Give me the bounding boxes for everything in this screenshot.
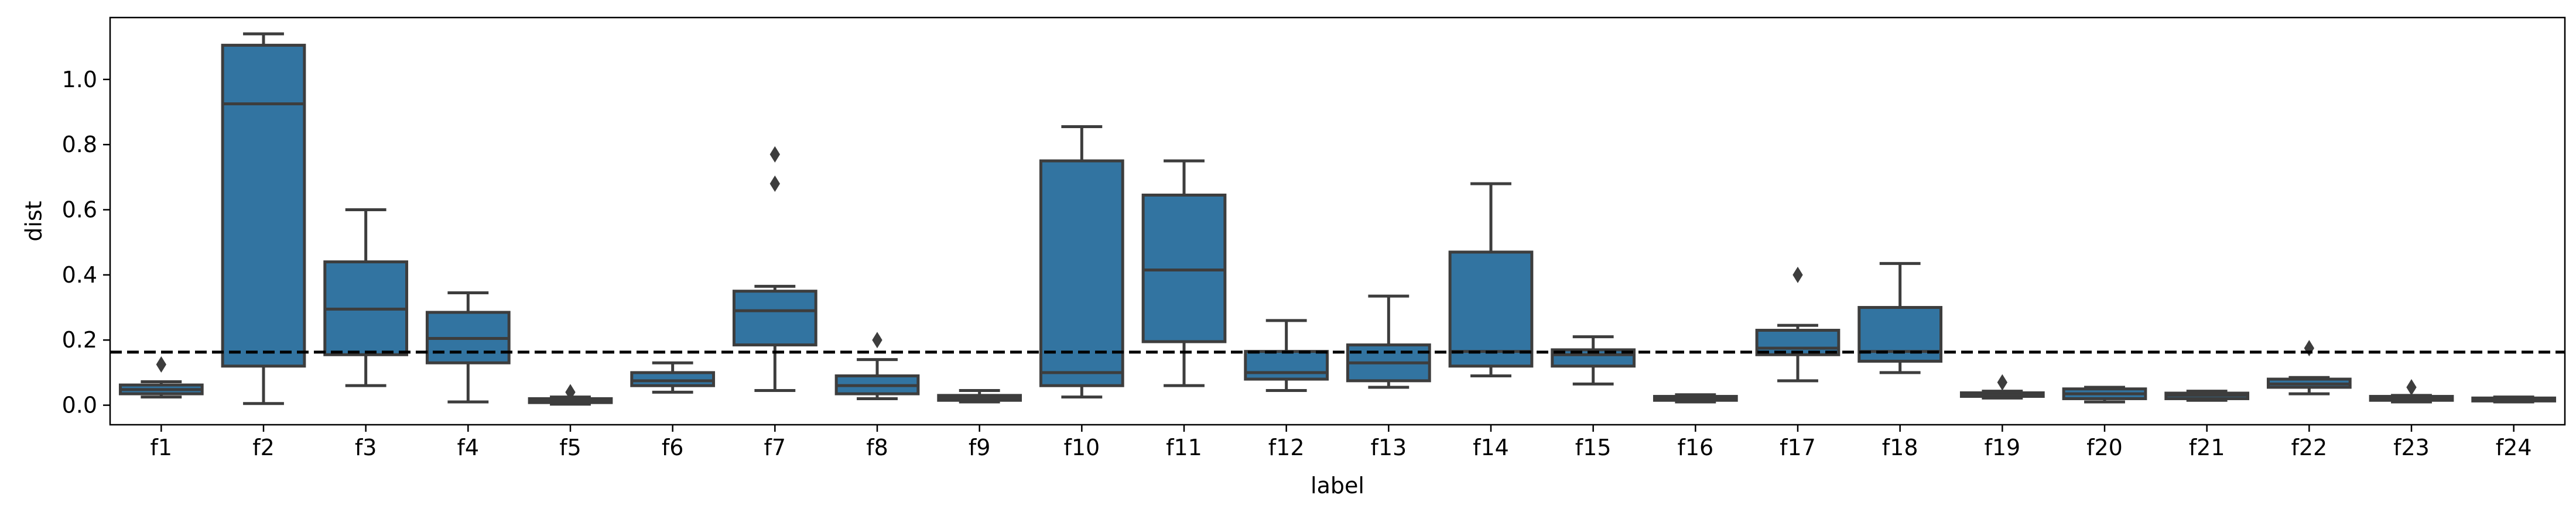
x-tick-label: f19 [1984, 435, 2020, 460]
y-axis: 0.0 0.2 0.4 0.6 0.8 1.0 [62, 67, 110, 418]
x-tick-label: f12 [1268, 435, 1305, 460]
iqr-box [221, 43, 306, 368]
iqr-box [1551, 348, 1636, 368]
box-f5 [528, 384, 613, 406]
iqr-box [1448, 250, 1534, 368]
y-tick-label: 1.0 [62, 67, 97, 92]
x-tick-label: f9 [969, 435, 991, 460]
iqr-box [1755, 329, 1841, 356]
y-tick-label: 0.2 [62, 327, 97, 353]
x-tick-label: f23 [2393, 435, 2430, 460]
y-tick-label: 0.4 [62, 262, 97, 288]
x-tick-label: f3 [355, 435, 377, 460]
x-tick-label: f17 [1780, 435, 1816, 460]
box-f9 [937, 389, 1022, 404]
outlier-point [769, 146, 781, 163]
x-tick-label: f10 [1063, 435, 1100, 460]
box-f19 [1959, 374, 2045, 400]
box-f11 [1141, 159, 1227, 387]
x-tick-label: f7 [764, 435, 786, 460]
x-tick-label: f6 [662, 435, 684, 460]
box-f7 [732, 146, 817, 393]
x-tick-label: f24 [2496, 435, 2532, 460]
box-f17 [1755, 266, 1841, 383]
box-f24 [2471, 395, 2557, 404]
box-f14 [1448, 182, 1534, 377]
iqr-box [630, 371, 716, 387]
x-tick-label: f16 [1677, 435, 1713, 460]
boxes-layer [118, 32, 2557, 406]
plot-area-frame [109, 16, 2566, 426]
box-f6 [630, 361, 716, 394]
x-tick-label: f4 [457, 435, 480, 460]
iqr-box [732, 290, 817, 347]
iqr-box [1039, 159, 1124, 387]
outlier-point [1997, 374, 2008, 391]
x-axis: f1 f2 f3 f4 f5 f6 f7 f8 f9 f10 f11 f12 f13 f14 f15 f16 f… [150, 425, 2532, 460]
x-tick-label: f1 [150, 435, 173, 460]
x-tick-label: f15 [1575, 435, 1612, 460]
x-tick-label: f2 [252, 435, 275, 460]
x-tick-label: f22 [2291, 435, 2327, 460]
box-f20 [2062, 386, 2147, 404]
y-axis-label: dist [20, 201, 46, 241]
outlier-point [872, 332, 882, 349]
x-tick-label: f8 [866, 435, 888, 460]
box-f10 [1039, 125, 1124, 399]
iqr-box [1141, 193, 1227, 343]
x-axis-label: label [1311, 473, 1364, 498]
outlier-point [156, 356, 167, 373]
box-f15 [1551, 335, 1636, 386]
x-tick-label: f14 [1473, 435, 1509, 460]
x-tick-label: f20 [2086, 435, 2123, 460]
x-tick-label: f18 [1882, 435, 1918, 460]
outlier-point [769, 175, 781, 192]
iqr-box [1244, 350, 1329, 381]
box-f1 [118, 356, 204, 399]
x-tick-label: f5 [559, 435, 581, 460]
box-f16 [1653, 393, 1738, 404]
x-tick-label: f13 [1370, 435, 1407, 460]
box-f8 [834, 332, 920, 400]
box-f21 [2164, 390, 2250, 402]
outlier-point [2406, 379, 2417, 395]
y-tick-label: 0.8 [62, 132, 97, 157]
box-f23 [2369, 379, 2454, 404]
x-tick-label: f21 [2189, 435, 2225, 460]
y-tick-label: 0.6 [62, 197, 97, 223]
box-f4 [425, 291, 511, 404]
box-f2 [221, 32, 306, 405]
box-f12 [1244, 319, 1329, 393]
box-f3 [323, 208, 409, 387]
x-tick-label: f11 [1166, 435, 1202, 460]
outlier-point [565, 384, 576, 401]
y-tick-label: 0.0 [62, 393, 97, 418]
outlier-point [1792, 266, 1803, 283]
